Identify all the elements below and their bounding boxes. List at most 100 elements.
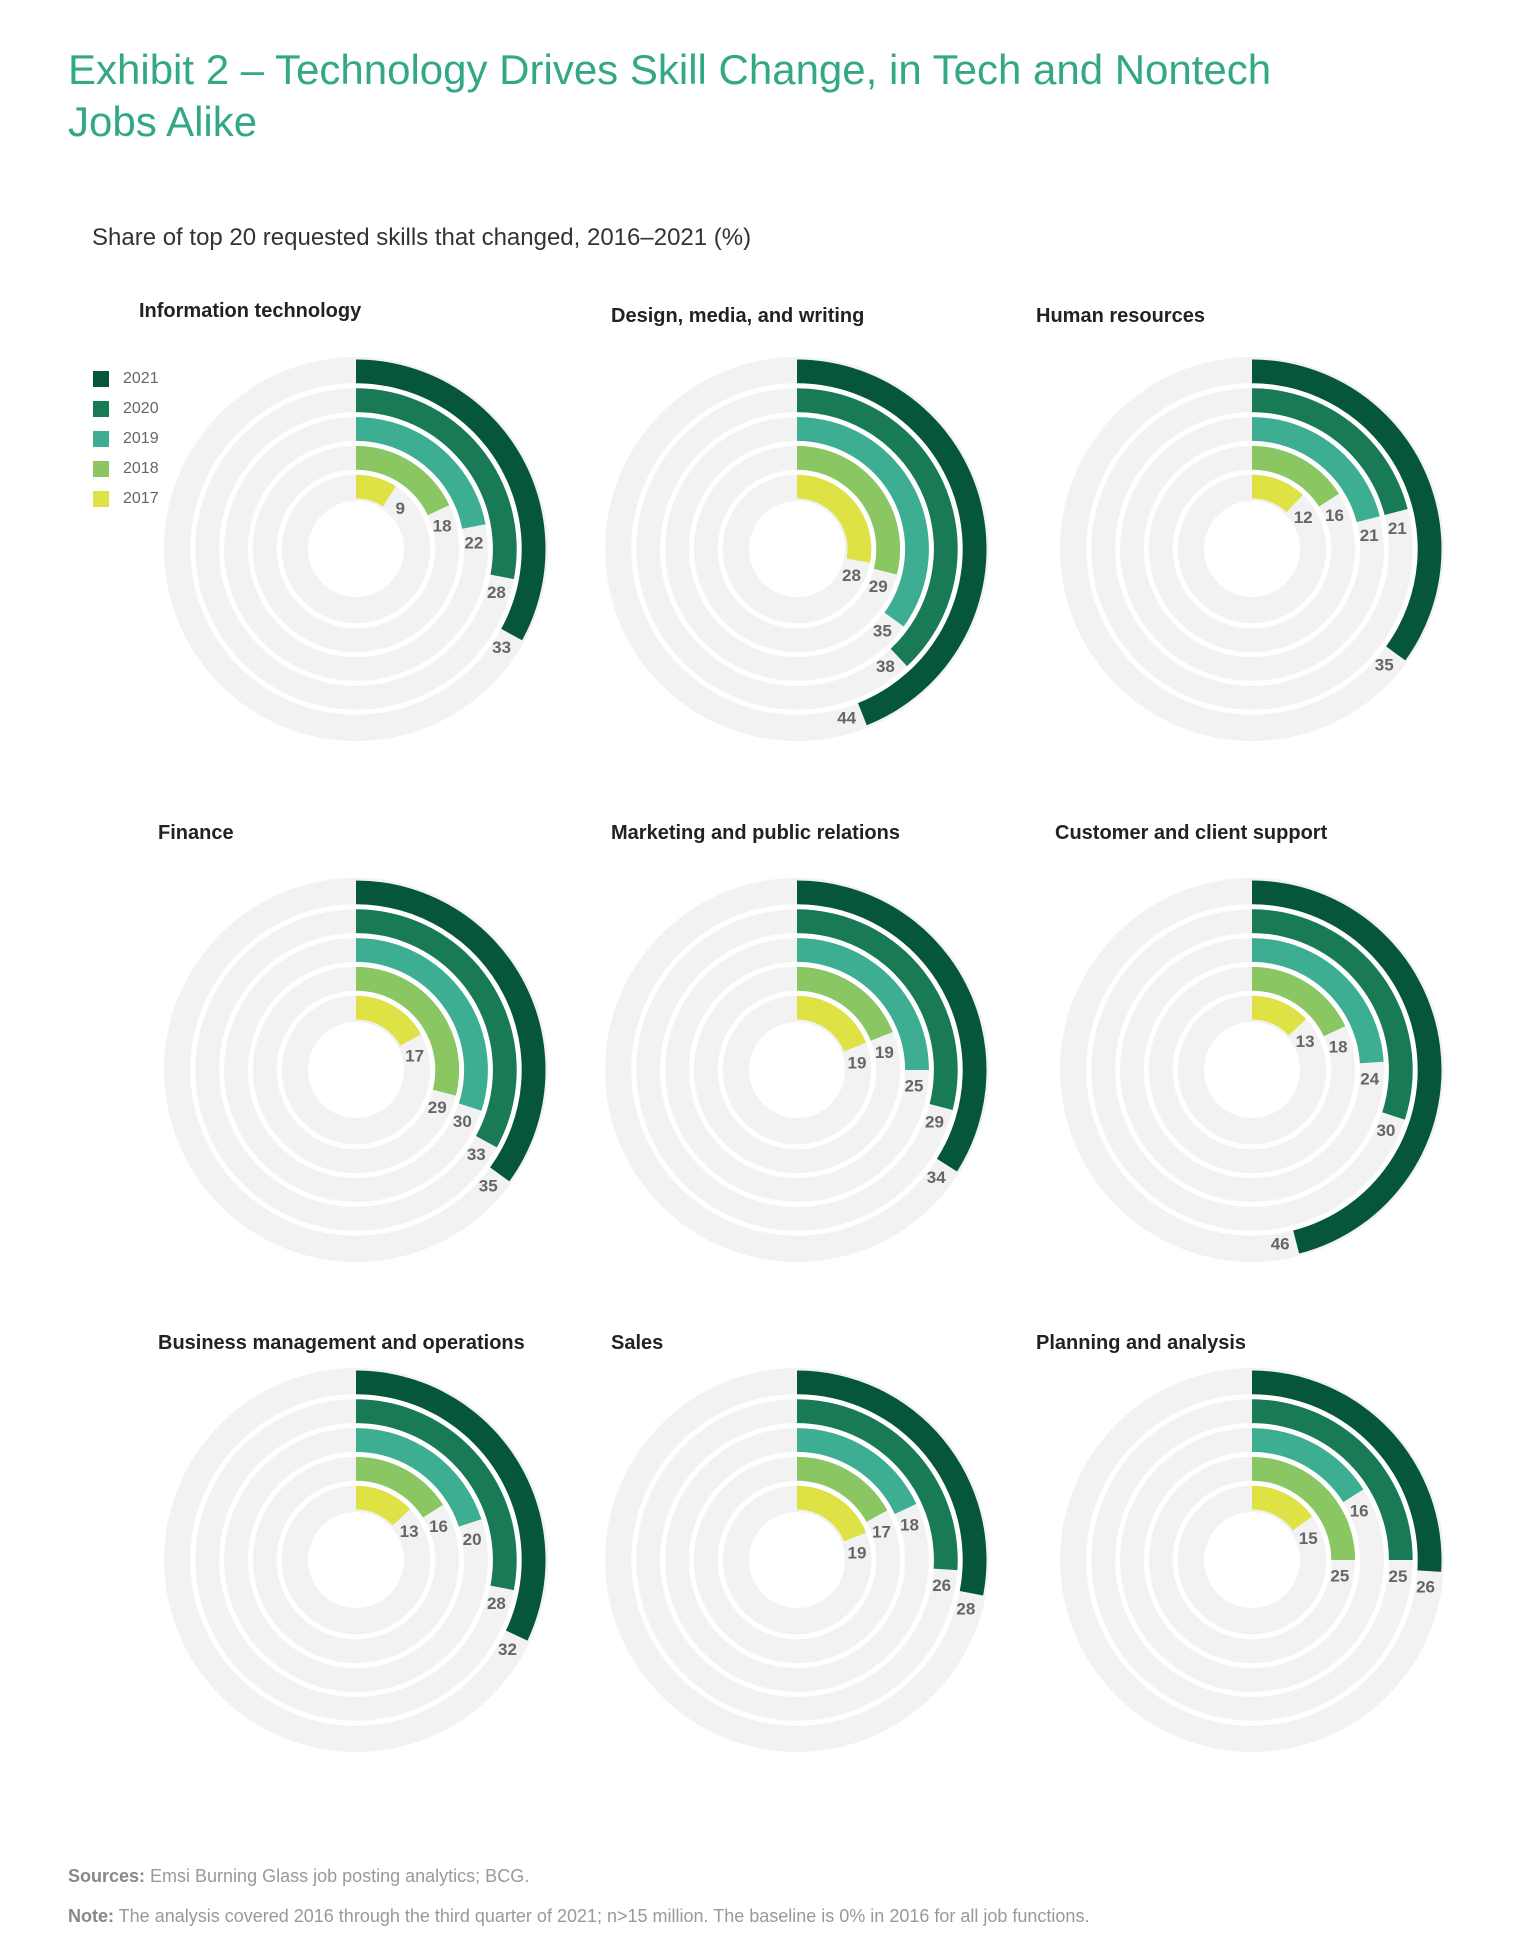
legend-swatch (93, 371, 109, 387)
ring-divider (717, 469, 877, 629)
arc-2021 (1252, 359, 1442, 661)
ring-divider (688, 440, 906, 658)
value-label-2021: 35 (1375, 656, 1394, 675)
arc-2021 (1252, 1370, 1442, 1572)
value-label-2018: 29 (869, 577, 888, 596)
value-label-2019: 16 (1350, 1502, 1369, 1521)
arc-2021 (797, 359, 987, 726)
ring-divider (190, 383, 522, 715)
center-hole (749, 1512, 845, 1608)
ring-divider (1086, 1394, 1418, 1726)
ring-divider (660, 1423, 934, 1697)
center-hole (1204, 501, 1300, 597)
center-hole (1204, 1512, 1300, 1608)
arc-2020 (356, 1399, 517, 1591)
value-label-2020: 25 (1388, 1567, 1407, 1586)
value-label-2021: 35 (479, 1177, 498, 1196)
value-label-2019: 24 (1360, 1069, 1379, 1088)
legend-item: 2017 (93, 484, 159, 514)
panel-title: Design, media, and writing (611, 305, 865, 327)
value-label-2017: 19 (848, 1544, 867, 1563)
chart-subtitle: Share of top 20 requested skills that ch… (92, 224, 752, 251)
sources-label: Sources: (68, 1866, 146, 1886)
arc-2019 (1252, 938, 1384, 1064)
ring-divider (190, 904, 522, 1236)
ring-divider (1086, 904, 1418, 1236)
value-label-2021: 28 (956, 1599, 975, 1618)
value-label-2017: 19 (848, 1054, 867, 1073)
arc-2018 (797, 966, 893, 1041)
panel-title: Planning and analysis (1036, 1332, 1247, 1354)
arc-2019 (797, 1428, 917, 1514)
ring-divider (631, 1394, 963, 1726)
panel-title: Human resources (1036, 305, 1205, 327)
value-label-2019: 22 (464, 533, 483, 552)
legend-item: 2020 (93, 394, 159, 424)
value-label-2018: 29 (428, 1098, 447, 1117)
ring-divider (1172, 1480, 1332, 1640)
arc-2017 (797, 995, 867, 1052)
arc-2019 (1252, 1428, 1364, 1503)
value-label-2021: 32 (498, 1640, 517, 1659)
center-hole (749, 501, 845, 597)
value-label-2020: 28 (487, 1594, 506, 1613)
legend-swatch (93, 461, 109, 477)
arc-2019 (356, 417, 486, 529)
value-label-2018: 19 (875, 1043, 894, 1062)
value-label-2019: 21 (1360, 526, 1379, 545)
value-label-2020: 38 (876, 657, 895, 676)
exhibit-title: Exhibit 2 – Technology Drives Skill Chan… (68, 46, 1272, 145)
ring-divider (1172, 469, 1332, 629)
arc-2017 (797, 1485, 867, 1542)
arc-2020 (356, 909, 517, 1148)
legend-label: 2020 (123, 400, 159, 417)
legend-label: 2018 (123, 460, 159, 477)
value-label-2018: 16 (1325, 506, 1344, 525)
ring-divider (1086, 383, 1418, 715)
ring-divider (688, 1451, 906, 1669)
value-label-2017: 13 (400, 1522, 419, 1541)
ring-divider (276, 990, 436, 1150)
arc-2018 (797, 1456, 888, 1522)
center-hole (308, 1512, 404, 1608)
value-label-2021: 46 (1271, 1234, 1290, 1253)
legend: 2021 2020 2019 2018 2017 (93, 364, 159, 514)
value-label-2017: 12 (1294, 508, 1313, 527)
arc-2017 (797, 474, 872, 563)
panel-title: Marketing and public relations (611, 822, 900, 844)
ring-divider (219, 412, 493, 686)
ring-divider (190, 1394, 522, 1726)
arc-2018 (356, 1456, 444, 1518)
arc-2021 (797, 880, 987, 1172)
arc-2018 (1252, 445, 1340, 507)
value-label-2017: 13 (1296, 1032, 1315, 1051)
center-hole (308, 501, 404, 597)
value-label-2018: 16 (429, 1517, 448, 1536)
panel-title: Customer and client support (1055, 822, 1328, 844)
ring-divider (717, 1480, 877, 1640)
legend-swatch (93, 431, 109, 447)
ring-divider (1115, 933, 1389, 1207)
arc-2017 (1252, 995, 1307, 1036)
value-label-2019: 25 (904, 1077, 923, 1096)
legend-item: 2021 (93, 364, 159, 394)
value-label-2017: 9 (396, 499, 405, 518)
legend-label: 2017 (123, 490, 159, 507)
arc-2020 (797, 388, 958, 667)
arc-2020 (797, 1399, 958, 1571)
panel-title: Business management and operations (158, 1332, 525, 1354)
ring-divider (1115, 412, 1389, 686)
value-label-2019: 18 (900, 1515, 919, 1534)
value-label-2020: 29 (925, 1113, 944, 1132)
value-label-2021: 34 (927, 1168, 946, 1187)
ring-divider (247, 961, 465, 1179)
ring-divider (247, 440, 465, 658)
center-hole (308, 1022, 404, 1118)
center-hole (749, 1022, 845, 1118)
legend-item: 2019 (93, 424, 159, 454)
ring-divider (717, 990, 877, 1150)
arc-2021 (356, 1370, 546, 1641)
arc-2018 (797, 445, 901, 575)
legend-label: 2019 (123, 430, 159, 447)
legend-swatch (93, 401, 109, 417)
